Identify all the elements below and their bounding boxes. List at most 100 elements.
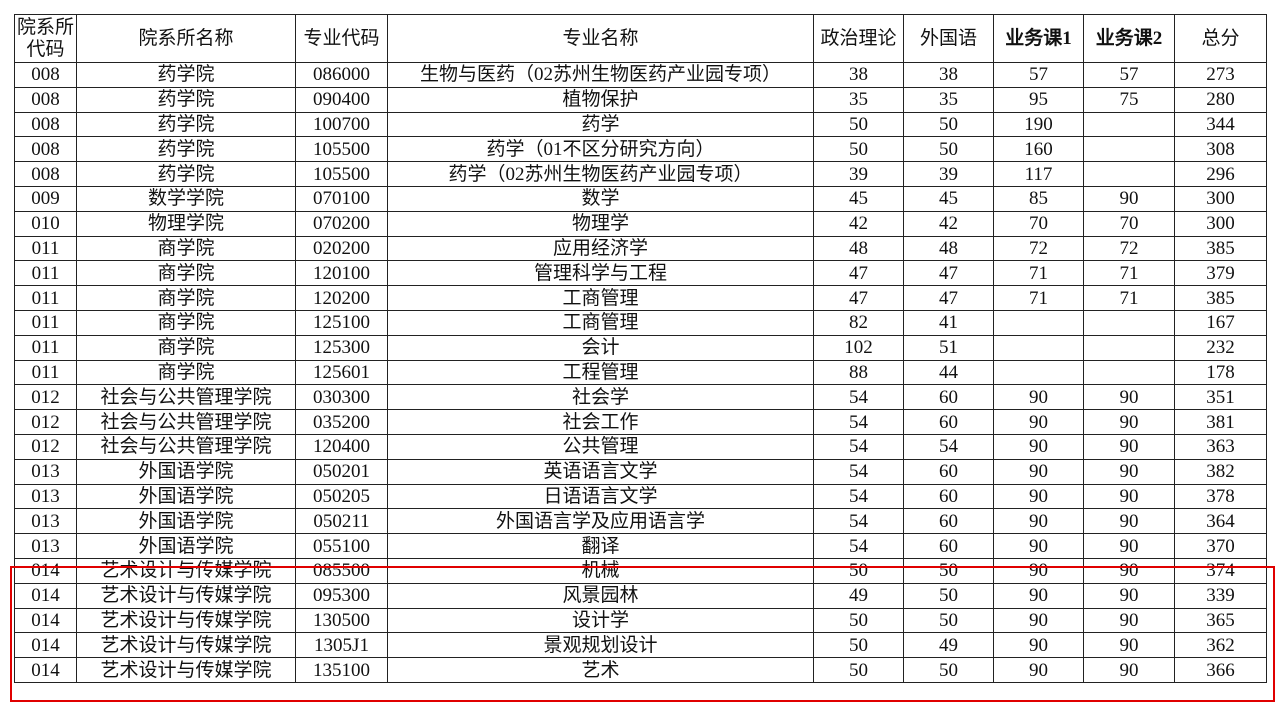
- cell-politics: 50: [813, 111, 904, 138]
- cell-course-2: 71: [1083, 260, 1175, 287]
- cell-politics: 50: [813, 607, 904, 634]
- table-row: 011 商学院 120100 管理科学与工程 47 47 71 71 379: [14, 260, 1267, 287]
- cell-politics: 49: [813, 582, 904, 609]
- cell-course-1: 117: [993, 161, 1084, 187]
- cell-foreign-language: 49: [903, 632, 994, 659]
- cell-major-code: 1305J1: [295, 632, 388, 659]
- cell-total: 378: [1174, 483, 1267, 510]
- cell-major-code: 125601: [295, 359, 388, 386]
- table-row: 011 商学院 125601 工程管理 88 44 178: [14, 359, 1267, 386]
- cell-dept-name: 商学院: [76, 359, 296, 386]
- cell-course-1: 90: [993, 632, 1084, 659]
- cell-dept-code: 014: [14, 657, 77, 683]
- cell-politics: 54: [813, 458, 904, 485]
- cell-dept-name: 商学院: [76, 285, 296, 311]
- cell-major-name: 数学: [387, 185, 814, 212]
- cell-course-1: 90: [993, 458, 1084, 485]
- cell-dept-name: 艺术设计与传媒学院: [76, 657, 296, 683]
- cell-foreign-language: 50: [903, 582, 994, 609]
- cell-total: 280: [1174, 86, 1267, 113]
- table-row: 008 药学院 105500 药学（02苏州生物医药产业园专项） 39 39 117 296: [14, 161, 1267, 187]
- cell-course-1: 160: [993, 136, 1084, 163]
- cell-foreign-language: 48: [903, 235, 994, 262]
- cell-major-code: 085500: [295, 557, 388, 584]
- cell-politics: 38: [813, 62, 904, 88]
- cell-major-name: 工商管理: [387, 309, 814, 336]
- cell-major-name: 社会工作: [387, 409, 814, 435]
- cell-course-2: [1083, 359, 1175, 386]
- cell-politics: 102: [813, 334, 904, 361]
- cell-foreign-language: 44: [903, 359, 994, 386]
- cell-foreign-language: 39: [903, 161, 994, 187]
- cell-foreign-language: 54: [903, 433, 994, 460]
- cell-course-1: 85: [993, 185, 1084, 212]
- cell-total: 339: [1174, 582, 1267, 609]
- cell-foreign-language: 50: [903, 657, 994, 683]
- cell-course-2: [1083, 136, 1175, 163]
- cell-total: 382: [1174, 458, 1267, 485]
- cell-major-name: 外国语言学及应用语言学: [387, 508, 814, 535]
- cell-course-2: 72: [1083, 235, 1175, 262]
- cell-foreign-language: 47: [903, 285, 994, 311]
- cell-dept-code: 014: [14, 607, 77, 634]
- cell-dept-code: 008: [14, 62, 77, 88]
- cell-total: 366: [1174, 657, 1267, 683]
- cell-dept-name: 商学院: [76, 309, 296, 336]
- cell-total: 273: [1174, 62, 1267, 88]
- cell-foreign-language: 45: [903, 185, 994, 212]
- cell-major-code: 120100: [295, 260, 388, 287]
- cell-major-name: 公共管理: [387, 433, 814, 460]
- header-foreign-language: 外国语: [903, 14, 994, 63]
- cell-major-code: 105500: [295, 136, 388, 163]
- cell-major-name: 工程管理: [387, 359, 814, 386]
- cell-major-code: 070100: [295, 185, 388, 212]
- cell-dept-name: 商学院: [76, 260, 296, 287]
- cell-dept-code: 011: [14, 260, 77, 287]
- cell-foreign-language: 60: [903, 483, 994, 510]
- cell-course-2: [1083, 161, 1175, 187]
- cell-dept-code: 008: [14, 86, 77, 113]
- cell-major-code: 090400: [295, 86, 388, 113]
- header-major-name: 专业名称: [387, 14, 814, 63]
- cell-major-name: 日语语言文学: [387, 483, 814, 510]
- cell-dept-code: 011: [14, 334, 77, 361]
- cell-major-code: 095300: [295, 582, 388, 609]
- table-row: 012 社会与公共管理学院 035200 社会工作 54 60 90 90 381: [14, 409, 1267, 435]
- cell-course-1: 90: [993, 483, 1084, 510]
- table-row: 013 外国语学院 055100 翻译 54 60 90 90 370: [14, 533, 1267, 559]
- cell-politics: 54: [813, 508, 904, 535]
- cell-total: 167: [1174, 309, 1267, 336]
- header-course-1: 业务课1: [993, 14, 1084, 63]
- cell-course-1: 90: [993, 582, 1084, 609]
- cell-foreign-language: 50: [903, 607, 994, 634]
- cell-dept-name: 数学学院: [76, 185, 296, 212]
- cell-course-1: 90: [993, 508, 1084, 535]
- cell-major-code: 035200: [295, 409, 388, 435]
- cell-dept-code: 014: [14, 632, 77, 659]
- cell-politics: 47: [813, 285, 904, 311]
- cell-politics: 48: [813, 235, 904, 262]
- cell-course-2: 90: [1083, 533, 1175, 559]
- cell-course-1: 90: [993, 607, 1084, 634]
- cell-politics: 39: [813, 161, 904, 187]
- cell-dept-name: 商学院: [76, 334, 296, 361]
- cell-course-2: 90: [1083, 409, 1175, 435]
- table-row: 012 社会与公共管理学院 120400 公共管理 54 54 90 90 363: [14, 433, 1267, 460]
- cell-course-2: 90: [1083, 433, 1175, 460]
- cell-dept-code: 013: [14, 483, 77, 510]
- table-row: 013 外国语学院 050201 英语语言文学 54 60 90 90 382: [14, 458, 1267, 485]
- cell-politics: 50: [813, 657, 904, 683]
- cell-foreign-language: 41: [903, 309, 994, 336]
- cell-course-2: [1083, 334, 1175, 361]
- cell-course-1: [993, 334, 1084, 361]
- cell-total: 379: [1174, 260, 1267, 287]
- cell-course-2: 90: [1083, 458, 1175, 485]
- cell-major-code: 125300: [295, 334, 388, 361]
- cell-course-1: 90: [993, 533, 1084, 559]
- cell-course-1: 95: [993, 86, 1084, 113]
- cell-foreign-language: 60: [903, 384, 994, 411]
- cell-course-2: 90: [1083, 557, 1175, 584]
- cell-total: 370: [1174, 533, 1267, 559]
- cell-major-code: 105500: [295, 161, 388, 187]
- cell-course-2: 90: [1083, 508, 1175, 535]
